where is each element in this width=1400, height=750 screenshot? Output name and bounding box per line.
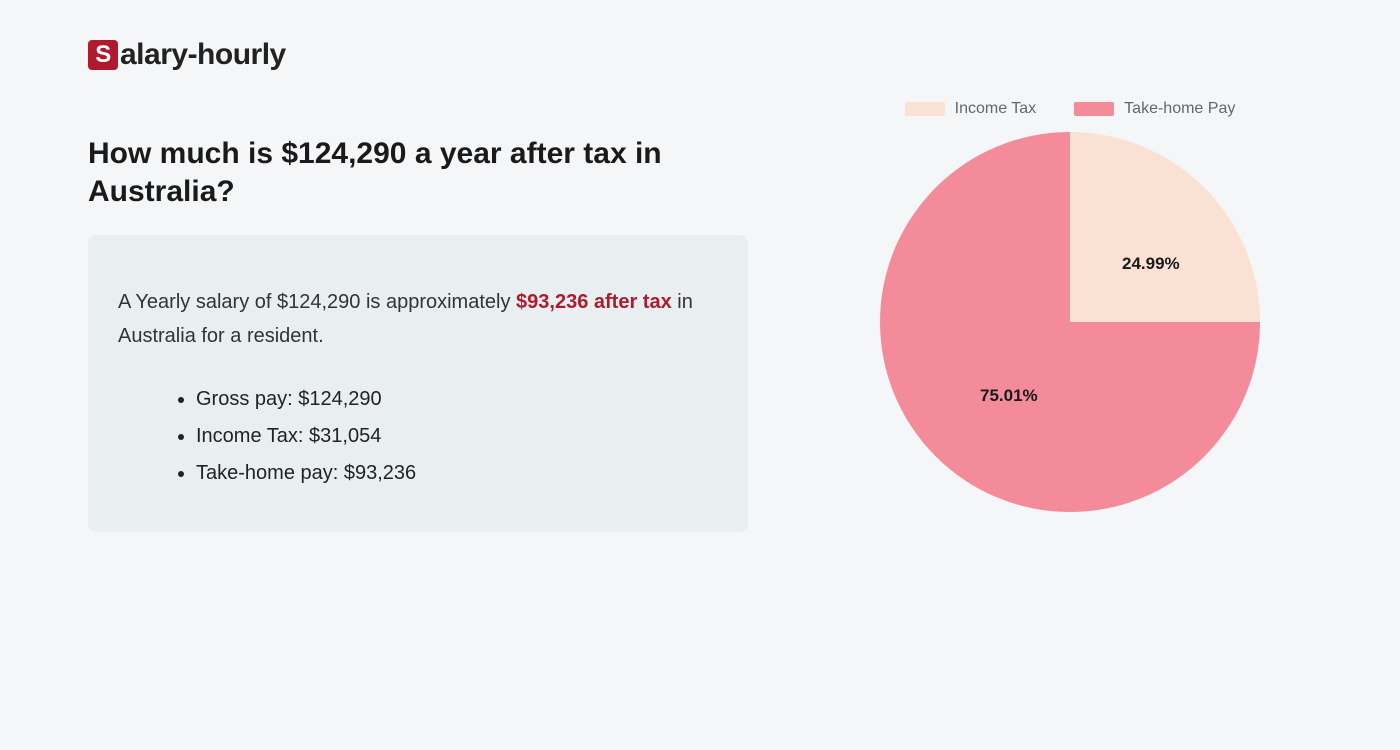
legend-label-tax: Income Tax [955, 100, 1037, 118]
bullet-gross: Gross pay: $124,290 [196, 381, 718, 418]
summary-text: A Yearly salary of $124,290 is approxima… [118, 285, 718, 353]
legend-item-takehome: Take-home Pay [1074, 100, 1235, 118]
page-title: How much is $124,290 a year after tax in… [88, 135, 728, 210]
logo-badge: S [88, 40, 118, 70]
legend-swatch-tax [905, 102, 945, 116]
bullet-tax: Income Tax: $31,054 [196, 418, 718, 455]
legend-item-tax: Income Tax [905, 100, 1037, 118]
pie-label-tax: 24.99% [1122, 254, 1180, 274]
legend-label-takehome: Take-home Pay [1124, 100, 1235, 118]
pie-wrap: 24.99% 75.01% [880, 132, 1260, 512]
summary-prefix: A Yearly salary of $124,290 is approxima… [118, 291, 516, 313]
summary-box: A Yearly salary of $124,290 is approxima… [88, 235, 748, 532]
pie-label-takehome: 75.01% [980, 386, 1038, 406]
logo-text: alary-hourly [120, 38, 286, 72]
summary-bullets: Gross pay: $124,290 Income Tax: $31,054 … [118, 381, 718, 492]
chart-legend: Income Tax Take-home Pay [820, 100, 1320, 118]
bullet-takehome: Take-home pay: $93,236 [196, 455, 718, 492]
legend-swatch-takehome [1074, 102, 1114, 116]
summary-highlight: $93,236 after tax [516, 291, 672, 313]
pie-circle [880, 132, 1260, 512]
site-logo: Salary-hourly [88, 38, 286, 72]
pie-chart: Income Tax Take-home Pay 24.99% 75.01% [820, 100, 1320, 512]
